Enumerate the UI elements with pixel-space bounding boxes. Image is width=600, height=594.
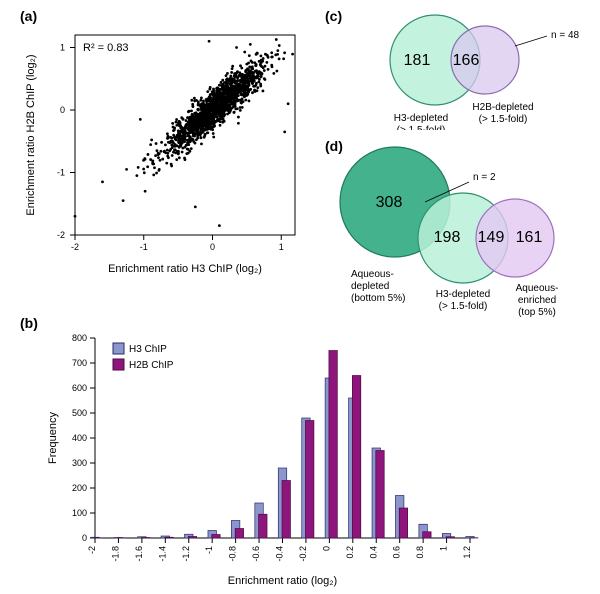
svg-text:Enrichment ratio (log₂): Enrichment ratio (log₂) xyxy=(228,575,337,587)
venn-d: 308 198 149 161 n = 2 Aqueous-depleted(bottom… xyxy=(335,140,595,320)
svg-text:-1: -1 xyxy=(140,242,148,252)
svg-text:-0.4: -0.4 xyxy=(275,546,285,562)
svg-text:166: 166 xyxy=(453,52,480,69)
svg-text:600: 600 xyxy=(72,383,87,393)
svg-text:Frequency: Frequency xyxy=(47,412,59,464)
svg-text:0: 0 xyxy=(210,242,215,252)
svg-text:H3 ChIP: H3 ChIP xyxy=(129,344,167,355)
svg-text:n = 48: n = 48 xyxy=(551,30,580,41)
svg-text:400: 400 xyxy=(72,433,87,443)
svg-text:0.8: 0.8 xyxy=(415,546,425,559)
scatter-plot: -2 -1 0 1 -2 -1 0 1 Enrichment ratio H3 ChIP (lo… xyxy=(20,20,310,280)
svg-text:-2: -2 xyxy=(57,230,65,240)
svg-text:(top 5%): (top 5%) xyxy=(518,307,556,318)
svg-text:-1: -1 xyxy=(204,546,214,554)
svg-text:-1.8: -1.8 xyxy=(110,546,120,562)
svg-text:1: 1 xyxy=(279,242,284,252)
svg-text:100: 100 xyxy=(72,508,87,518)
svg-text:800: 800 xyxy=(72,333,87,343)
panel-b-label: (b) xyxy=(20,315,38,331)
svg-text:-2: -2 xyxy=(87,546,97,554)
svg-text:-1.4: -1.4 xyxy=(157,546,167,562)
svg-text:(> 1.5-fold): (> 1.5-fold) xyxy=(439,301,488,312)
svg-text:0.2: 0.2 xyxy=(345,546,355,559)
svg-text:-0.2: -0.2 xyxy=(298,546,308,562)
svg-text:0: 0 xyxy=(82,533,87,543)
svg-text:0: 0 xyxy=(321,546,331,551)
svg-text:1: 1 xyxy=(60,43,65,53)
histogram: 0 100 200 300 400 500 600 700 800 -2 -1.8 -1.6 -1.4 -… xyxy=(40,328,480,588)
svg-text:H2B ChIP: H2B ChIP xyxy=(129,360,174,371)
svg-text:-1: -1 xyxy=(57,168,65,178)
svg-text:Enrichment ratio H3 ChIP (log₂: Enrichment ratio H3 ChIP (log₂) xyxy=(108,263,262,275)
svg-text:181: 181 xyxy=(404,52,431,69)
svg-text:0.4: 0.4 xyxy=(368,546,378,559)
svg-text:Enrichment ratio H2B ChIP (log: Enrichment ratio H2B ChIP (log₂) xyxy=(25,54,37,215)
svg-text:1: 1 xyxy=(439,546,449,551)
svg-text:500: 500 xyxy=(72,408,87,418)
svg-text:n = 2: n = 2 xyxy=(473,172,496,183)
svg-text:0: 0 xyxy=(60,105,65,115)
svg-text:700: 700 xyxy=(72,358,87,368)
svg-text:enriched: enriched xyxy=(518,295,556,306)
svg-text:-0.8: -0.8 xyxy=(228,546,238,562)
svg-text:-1.6: -1.6 xyxy=(134,546,144,562)
svg-text:R² = 0.83: R² = 0.83 xyxy=(83,42,129,54)
svg-text:149: 149 xyxy=(478,229,505,246)
svg-text:161: 161 xyxy=(516,229,543,246)
svg-text:-2: -2 xyxy=(71,242,79,252)
venn-c: 181166n = 48H3-depleted(> 1.5-fold)H2B-d… xyxy=(340,10,590,130)
svg-text:0.6: 0.6 xyxy=(392,546,402,559)
svg-text:(> 1.5-fold): (> 1.5-fold) xyxy=(397,125,446,130)
svg-text:Aqueous-: Aqueous- xyxy=(351,269,394,280)
svg-text:-1.2: -1.2 xyxy=(181,546,191,562)
svg-text:(> 1.5-fold): (> 1.5-fold) xyxy=(479,114,528,125)
svg-text:300: 300 xyxy=(72,458,87,468)
svg-text:308: 308 xyxy=(376,194,403,211)
svg-text:depleted: depleted xyxy=(351,281,389,292)
svg-text:H3-depleted: H3-depleted xyxy=(394,113,448,124)
svg-text:Aqueous-: Aqueous- xyxy=(516,283,559,294)
svg-text:H3-depleted: H3-depleted xyxy=(436,289,490,300)
svg-text:200: 200 xyxy=(72,483,87,493)
svg-text:H2B-depleted: H2B-depleted xyxy=(472,102,533,113)
svg-text:(bottom 5%): (bottom 5%) xyxy=(351,293,405,304)
svg-text:-0.6: -0.6 xyxy=(251,546,261,562)
svg-text:1.2: 1.2 xyxy=(462,546,472,559)
svg-text:198: 198 xyxy=(434,229,461,246)
